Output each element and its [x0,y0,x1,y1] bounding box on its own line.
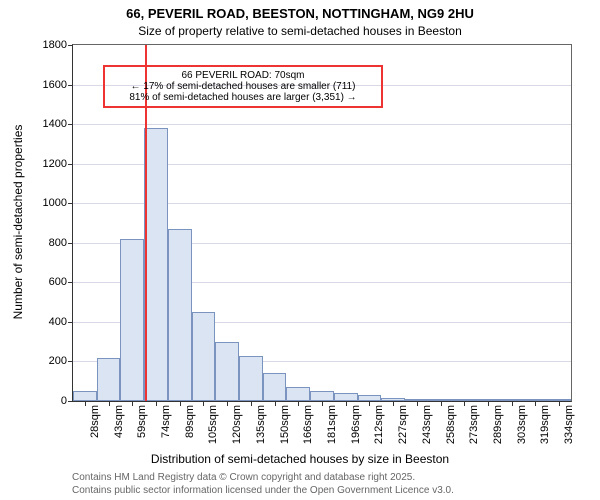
xtick-label: 74sqm [160,405,172,438]
ytick-label: 1600 [43,79,67,91]
xtick-label: 334sqm [563,405,575,444]
xtick-mark [346,401,347,406]
xtick-label: 258sqm [445,405,457,444]
xtick-label: 243sqm [421,405,433,444]
histogram-bar [215,342,239,401]
annotation-line: 81% of semi-detached houses are larger (… [111,92,375,103]
histogram-bar [168,229,192,401]
ytick-label: 1400 [43,118,67,130]
histogram-bar [73,391,97,401]
y-axis-label: Number of semi-detached properties [11,125,25,320]
xtick-mark [393,401,394,406]
xtick-mark [559,401,560,406]
footnote-2: Contains public sector information licen… [72,485,454,496]
xtick-mark [227,401,228,406]
ytick-mark [68,282,73,283]
xtick-label: 273sqm [468,405,480,444]
histogram-bar [192,312,216,401]
ytick-mark [68,401,73,402]
xtick-label: 59sqm [136,405,148,438]
histogram-bar [120,239,144,401]
ytick-label: 200 [49,355,67,367]
annotation-line: 66 PEVERIL ROAD: 70sqm [111,70,375,81]
xtick-mark [298,401,299,406]
xtick-label: 227sqm [397,405,409,444]
ytick-label: 600 [49,276,67,288]
histogram-bar [310,391,334,401]
annotation-line: ← 17% of semi-detached houses are smalle… [111,81,375,92]
histogram-bar [97,358,121,402]
xtick-label: 196sqm [350,405,362,444]
ytick-label: 400 [49,316,67,328]
xtick-label: 135sqm [255,405,267,444]
xtick-mark [369,401,370,406]
ytick-label: 1800 [43,39,67,51]
xtick-label: 150sqm [279,405,291,444]
ytick-label: 800 [49,237,67,249]
ytick-label: 1200 [43,158,67,170]
xtick-mark [275,401,276,406]
xtick-label: 166sqm [302,405,314,444]
chart-subtitle: Size of property relative to semi-detach… [0,24,600,38]
histogram-bar [144,128,168,401]
xtick-mark [85,401,86,406]
xtick-mark [132,401,133,406]
xtick-mark [180,401,181,406]
xtick-label: 181sqm [326,405,338,444]
xtick-mark [203,401,204,406]
xtick-mark [251,401,252,406]
chart-title: 66, PEVERIL ROAD, BEESTON, NOTTINGHAM, N… [0,6,600,21]
histogram-bar [239,356,263,401]
xtick-label: 319sqm [539,405,551,444]
ytick-mark [68,243,73,244]
plot-area: 02004006008001000120014001600180028sqm43… [72,44,572,402]
ytick-label: 0 [61,395,67,407]
ytick-mark [68,124,73,125]
xtick-mark [156,401,157,406]
xtick-mark [441,401,442,406]
ytick-mark [68,361,73,362]
xtick-label: 289sqm [492,405,504,444]
chart-container: 66, PEVERIL ROAD, BEESTON, NOTTINGHAM, N… [0,0,600,500]
xtick-mark [488,401,489,406]
xtick-mark [535,401,536,406]
histogram-bar [334,393,358,401]
xtick-mark [512,401,513,406]
xtick-mark [322,401,323,406]
ytick-mark [68,203,73,204]
xtick-mark [464,401,465,406]
xtick-mark [109,401,110,406]
ytick-mark [68,164,73,165]
ytick-label: 1000 [43,197,67,209]
histogram-bar [263,373,287,401]
histogram-bar [286,387,310,401]
x-axis-label: Distribution of semi-detached houses by … [0,452,600,466]
xtick-label: 43sqm [113,405,125,438]
footnote-1: Contains HM Land Registry data © Crown c… [72,472,415,483]
xtick-label: 105sqm [207,405,219,444]
xtick-label: 89sqm [184,405,196,438]
ytick-mark [68,322,73,323]
annotation-box: 66 PEVERIL ROAD: 70sqm← 17% of semi-deta… [103,65,383,108]
xtick-label: 120sqm [231,405,243,444]
ytick-mark [68,85,73,86]
ytick-mark [68,45,73,46]
gridline [73,124,571,125]
xtick-mark [417,401,418,406]
xtick-label: 303sqm [516,405,528,444]
xtick-label: 212sqm [373,405,385,444]
xtick-label: 28sqm [89,405,101,438]
